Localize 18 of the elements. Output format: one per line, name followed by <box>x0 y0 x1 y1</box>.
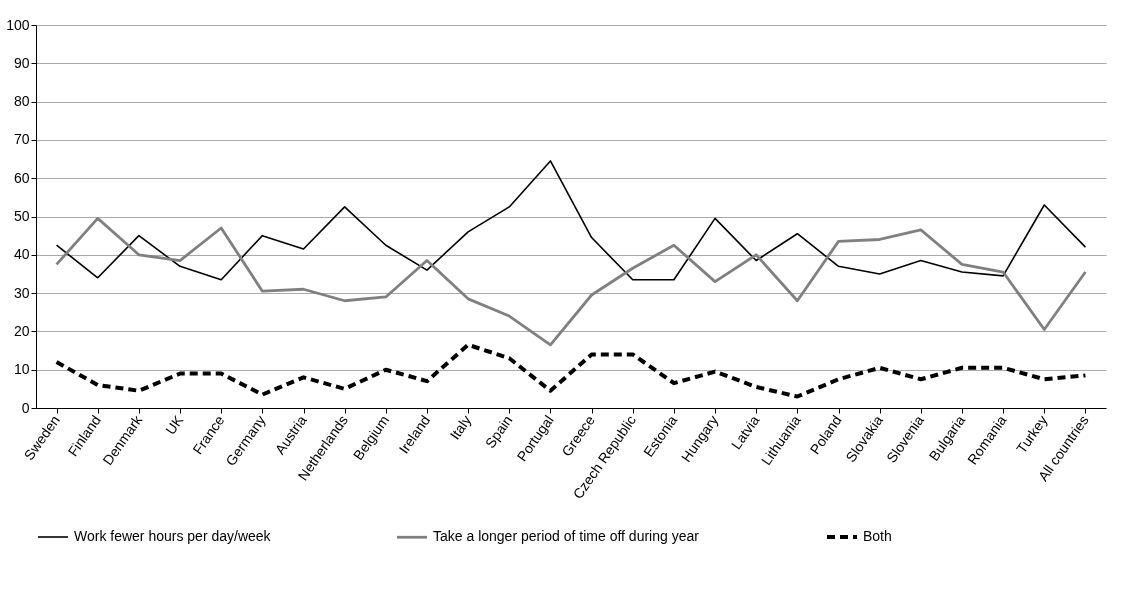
y-tick-label: 80 <box>13 93 30 110</box>
y-tick-label: 10 <box>13 361 30 378</box>
y-tick-label: 30 <box>13 284 30 301</box>
line-series <box>55 160 1087 281</box>
legend-label: Both <box>863 528 892 544</box>
y-tick-label: 50 <box>13 208 30 224</box>
y-tick-label: 60 <box>13 169 30 186</box>
y-tick-label: 90 <box>13 54 30 71</box>
legend-label: Take a longer period of time off during year <box>433 528 700 545</box>
legend-label: Work fewer hours per day/week <box>74 528 272 544</box>
x-tick-label: UK <box>162 411 187 438</box>
line-series <box>54 342 1088 399</box>
y-tick-label: 100 <box>6 16 30 33</box>
y-tick-label: 70 <box>13 131 30 148</box>
y-tick-label: 0 <box>21 399 30 416</box>
y-tick-label: 20 <box>13 322 30 339</box>
y-tick-label: 40 <box>13 246 30 263</box>
line-series <box>55 217 1087 347</box>
